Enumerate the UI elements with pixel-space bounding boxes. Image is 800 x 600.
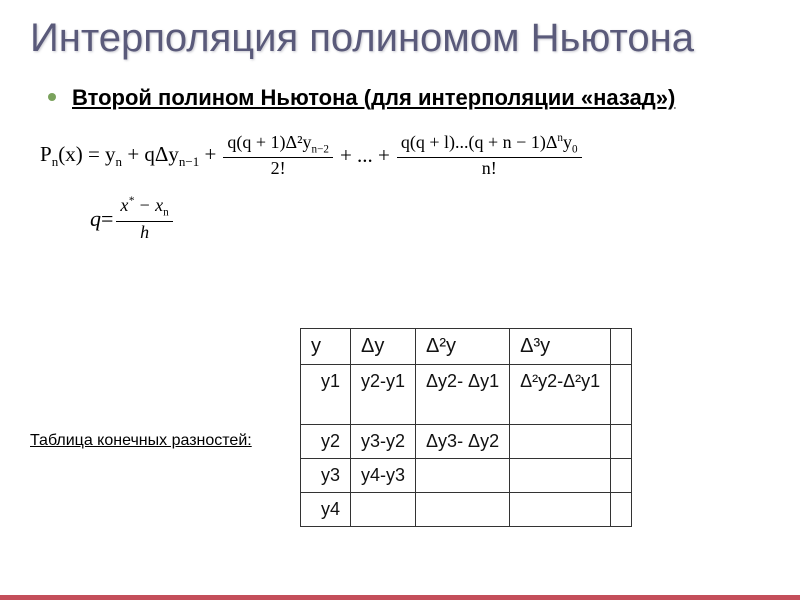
cell: Δy3- Δy2 [416,425,510,459]
table-row: y3 y4-y3 [301,459,632,493]
cell: y1 [301,365,351,425]
cell [416,459,510,493]
formula-dots: + ... + [340,143,390,168]
cell [510,459,611,493]
formula-termk: q(q + l)...(q + n − 1)Δny0 n! [397,133,582,178]
cell [510,425,611,459]
bullet-text: Второй полином Ньютона (для интерполяции… [72,85,675,111]
slide-title: Интерполяция полиномом Ньютона [30,16,770,61]
col-y: y [301,329,351,365]
cell: y2 [301,425,351,459]
table-row: y1 y2-y1 Δy2- Δy1 Δ²y2-Δ²y1 [301,365,632,425]
table-caption: Таблица конечных разностей: [30,432,252,450]
formula-lhs: Pn(x) = yn + qΔyn−1 + [40,142,216,170]
cell: Δy2- Δy1 [416,365,510,425]
cell [611,365,632,425]
q-formula-row: q = x* − xn h [30,196,770,241]
cell [611,459,632,493]
cell: Δ²y2-Δ²y1 [510,365,611,425]
cell: y4-y3 [351,459,416,493]
col-d2y: Δ²y [416,329,510,365]
formula-term2: q(q + 1)Δ²yn−2 2! [223,133,333,178]
cell [351,493,416,527]
cell: y3 [301,459,351,493]
table-header-row: y Δy Δ²y Δ³y [301,329,632,365]
col-d3y: Δ³y [510,329,611,365]
table-row: y2 y3-y2 Δy3- Δy2 [301,425,632,459]
col-dy: Δy [351,329,416,365]
bullet-dot-icon [48,93,56,101]
cell [611,425,632,459]
cell [611,493,632,527]
finite-differences-table: y Δy Δ²y Δ³y y1 y2-y1 Δy2- Δy1 Δ²y2-Δ²y1… [300,328,632,527]
bottom-accent-bar [0,595,800,600]
cell: y3-y2 [351,425,416,459]
q-formula: q = x* − xn h [90,196,176,241]
cell [416,493,510,527]
bullet-item: Второй полином Ньютона (для интерполяции… [30,85,770,111]
cell: y2-y1 [351,365,416,425]
table-row: y4 [301,493,632,527]
main-formula: Pn(x) = yn + qΔyn−1 + q(q + 1)Δ²yn−2 2! … [30,133,770,178]
cell: y4 [301,493,351,527]
cell [510,493,611,527]
col-spacer [611,329,632,365]
